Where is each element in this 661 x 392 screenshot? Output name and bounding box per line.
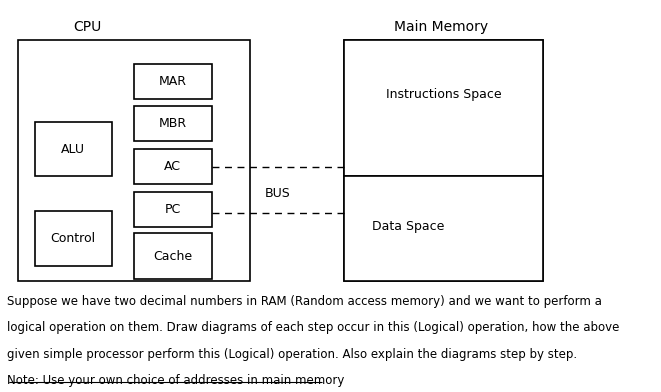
Text: given simple processor perform this (Logical) operation. Also explain the diagra: given simple processor perform this (Log… <box>7 348 577 361</box>
FancyBboxPatch shape <box>34 122 112 176</box>
Text: Control: Control <box>51 232 96 245</box>
Text: Note: Use your own choice of addresses in main memory: Note: Use your own choice of addresses i… <box>7 374 344 387</box>
Text: MAR: MAR <box>159 74 187 88</box>
FancyBboxPatch shape <box>344 40 543 176</box>
Text: MBR: MBR <box>159 117 187 131</box>
FancyBboxPatch shape <box>344 176 543 281</box>
FancyBboxPatch shape <box>134 233 212 279</box>
Text: logical operation on them. Draw diagrams of each step occur in this (Logical) op: logical operation on them. Draw diagrams… <box>7 321 619 334</box>
FancyBboxPatch shape <box>18 40 251 281</box>
FancyBboxPatch shape <box>134 106 212 142</box>
Text: Instructions Space: Instructions Space <box>386 88 501 101</box>
FancyBboxPatch shape <box>134 64 212 99</box>
Text: Suppose we have two decimal numbers in RAM (Random access memory) and we want to: Suppose we have two decimal numbers in R… <box>7 295 602 308</box>
Text: Main Memory: Main Memory <box>394 20 488 34</box>
FancyBboxPatch shape <box>134 149 212 184</box>
Text: Cache: Cache <box>153 250 192 263</box>
Text: ALU: ALU <box>61 143 85 156</box>
Text: PC: PC <box>165 203 181 216</box>
Text: CPU: CPU <box>73 20 101 34</box>
FancyBboxPatch shape <box>134 192 212 227</box>
Text: AC: AC <box>165 160 181 173</box>
FancyBboxPatch shape <box>344 40 543 281</box>
Text: Data Space: Data Space <box>372 220 444 234</box>
Text: BUS: BUS <box>265 187 291 200</box>
FancyBboxPatch shape <box>34 211 112 266</box>
